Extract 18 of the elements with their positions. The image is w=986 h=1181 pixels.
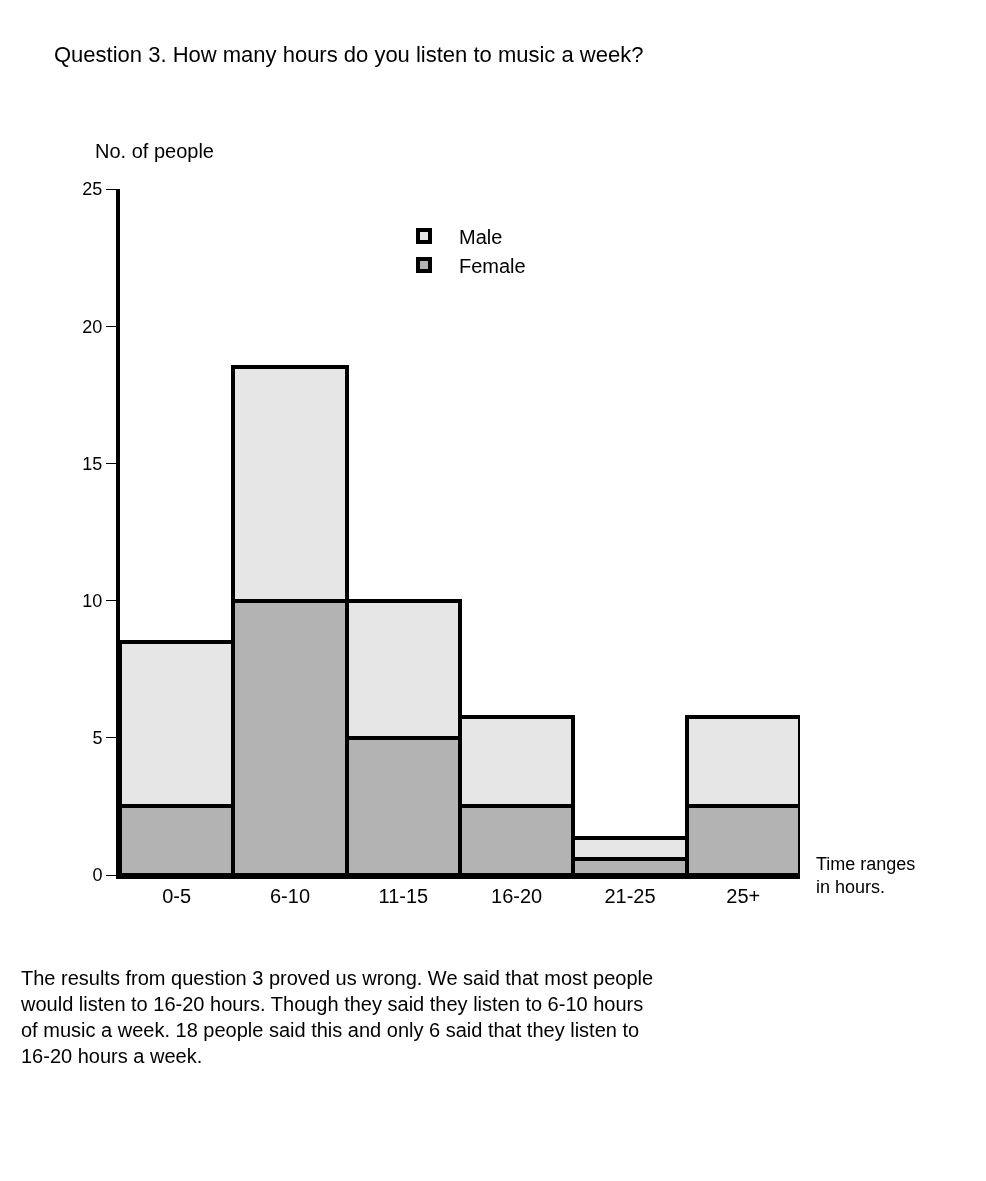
x-tick-label: 0-5 (162, 885, 192, 907)
y-tick-label: 5 (92, 728, 103, 749)
y-tick-label: 15 (82, 453, 103, 474)
x-tick-label: 6-10 (269, 885, 311, 907)
x-tick-label: 21-25 (604, 885, 656, 907)
text: The results from question 3 proved us wrong. We said that most people would listen to 16-20 hours. Though they said they listen to 6-10 hours of music a week. 18 people said this and only 6 said that they listen to 16-20 hours a week. (20, 967, 654, 1067)
x-tick-label: 11-15 (378, 885, 429, 907)
legend-label: Male (459, 225, 503, 248)
legend-label: Female (459, 254, 526, 277)
y-axis-title: No. of people (95, 140, 214, 162)
y-tick-label: 0 (92, 865, 103, 886)
x-axis-title: Time ranges in hours. (816, 854, 916, 898)
x-tick-label: 16-20 (491, 885, 543, 907)
chart-title: Question 3. How many hours do you listen to music a week? (54, 42, 644, 67)
y-tick-label: 10 (82, 590, 103, 611)
x-tick-label: 25+ (726, 885, 761, 907)
y-tick-label: 25 (82, 179, 103, 200)
y-tick-label: 20 (82, 316, 103, 337)
